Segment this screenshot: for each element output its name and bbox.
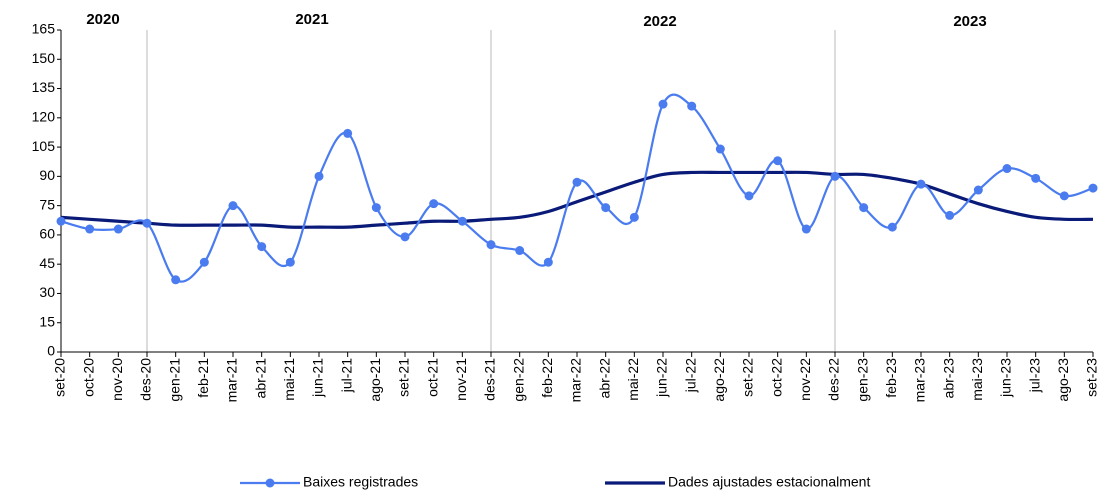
marker	[601, 203, 611, 213]
x-tick-label: mar-23	[912, 358, 928, 403]
marker	[973, 185, 983, 195]
marker	[715, 144, 725, 154]
marker	[429, 199, 439, 209]
x-tick-label: ago-22	[711, 358, 727, 402]
marker	[171, 275, 181, 285]
x-tick-label: set-20	[52, 358, 68, 397]
x-tick-label: jun-21	[310, 358, 326, 398]
x-tick-label: jul-22	[682, 358, 698, 393]
marker	[486, 240, 496, 250]
x-tick-label: feb-22	[539, 358, 555, 398]
x-tick-label: jun-23	[998, 358, 1014, 398]
marker	[142, 218, 152, 228]
marker	[658, 99, 668, 109]
year-label: 2023	[953, 13, 986, 30]
legend-label: Dades ajustades estacionalment	[668, 474, 870, 490]
y-tick-label: 150	[32, 50, 56, 66]
x-tick-label: ago-21	[367, 358, 383, 402]
y-tick-label: 90	[39, 167, 55, 183]
year-label: 2021	[295, 11, 328, 28]
y-tick-label: 60	[39, 226, 55, 242]
x-tick-label: gen-22	[510, 358, 526, 402]
y-tick-label: 165	[32, 21, 56, 37]
marker	[457, 216, 467, 226]
marker	[830, 171, 840, 181]
y-tick-label: 45	[39, 255, 55, 271]
marker	[371, 203, 381, 213]
x-tick-label: set-22	[740, 358, 756, 397]
legend-label: Baixes registrades	[303, 474, 418, 490]
marker	[314, 171, 324, 181]
x-tick-label: mar-21	[224, 358, 240, 403]
marker	[887, 222, 897, 232]
marker	[1059, 191, 1069, 201]
y-tick-label: 30	[39, 284, 55, 300]
x-tick-label: jun-22	[654, 358, 670, 398]
y-tick-label: 15	[39, 313, 55, 329]
x-tick-label: jul-23	[1026, 358, 1042, 393]
x-tick-label: mai-23	[969, 358, 985, 401]
marker	[199, 257, 209, 267]
marker	[629, 212, 639, 222]
marker	[1088, 183, 1098, 193]
y-tick-label: 105	[32, 138, 56, 154]
marker	[916, 179, 926, 189]
x-tick-label: nov-22	[797, 358, 813, 401]
marker	[572, 177, 582, 187]
marker	[257, 242, 267, 252]
x-tick-label: mar-22	[568, 358, 584, 403]
x-tick-label: set-21	[396, 358, 412, 397]
y-tick-label: 120	[32, 109, 56, 125]
marker	[113, 224, 123, 234]
x-tick-label: des-20	[138, 358, 154, 401]
marker	[744, 191, 754, 201]
x-tick-label: jul-21	[338, 358, 354, 393]
marker	[515, 246, 525, 256]
x-tick-label: gen-21	[166, 358, 182, 402]
x-tick-label: oct-22	[768, 358, 784, 397]
x-tick-label: set-23	[1084, 358, 1100, 397]
marker	[343, 128, 353, 138]
marker	[228, 201, 238, 211]
marker	[687, 101, 697, 111]
x-tick-label: feb-23	[883, 358, 899, 398]
x-tick-label: feb-21	[195, 358, 211, 398]
x-tick-label: abr-22	[596, 358, 612, 399]
x-tick-label: abr-21	[252, 358, 268, 399]
year-label: 2022	[643, 13, 676, 30]
legend-marker	[265, 478, 275, 488]
marker	[85, 224, 95, 234]
x-tick-label: nov-21	[453, 358, 469, 401]
marker	[859, 203, 869, 213]
marker	[56, 216, 66, 226]
x-tick-label: des-22	[826, 358, 842, 401]
marker	[801, 224, 811, 234]
x-tick-label: des-21	[482, 358, 498, 401]
x-tick-label: mai-21	[281, 358, 297, 401]
marker	[285, 257, 295, 267]
y-tick-label: 0	[47, 343, 55, 359]
x-tick-label: nov-20	[109, 358, 125, 401]
x-tick-label: oct-21	[424, 358, 440, 397]
x-tick-label: ago-23	[1055, 358, 1071, 402]
y-tick-label: 75	[39, 196, 55, 212]
marker	[543, 257, 553, 267]
x-tick-label: abr-23	[940, 358, 956, 399]
marker	[400, 232, 410, 242]
x-tick-label: oct-20	[80, 358, 96, 397]
marker	[945, 210, 955, 220]
year-label: 2020	[86, 11, 119, 28]
marker	[773, 156, 783, 166]
marker	[1002, 164, 1012, 174]
x-tick-label: gen-23	[854, 358, 870, 402]
y-tick-label: 135	[32, 79, 56, 95]
x-tick-label: mai-22	[625, 358, 641, 401]
marker	[1031, 173, 1041, 183]
